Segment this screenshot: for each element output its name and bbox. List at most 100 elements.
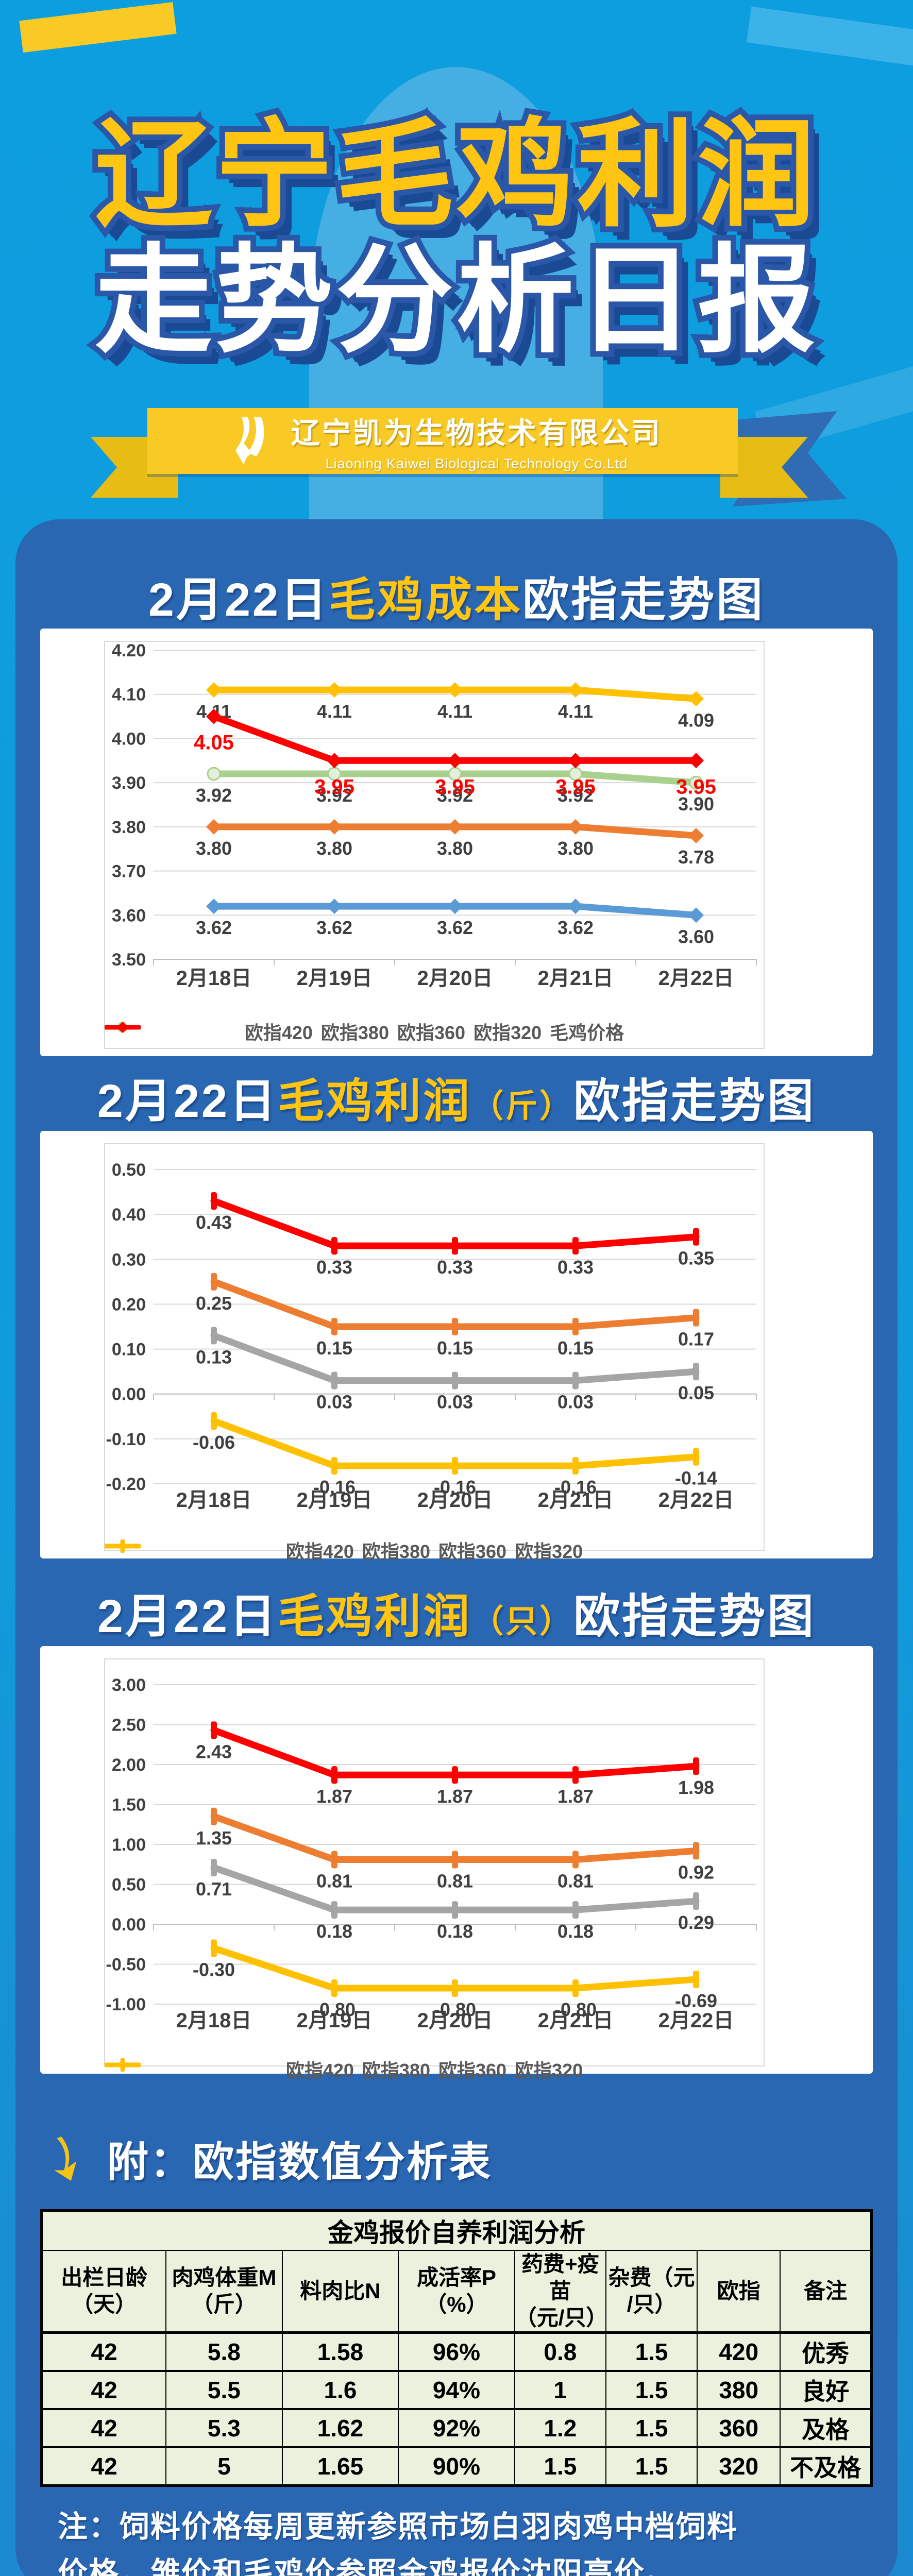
- svg-text:-0.50: -0.50: [106, 1955, 146, 1975]
- svg-text:3.90: 3.90: [112, 773, 146, 793]
- top-right-lightblue-stripe: [746, 6, 913, 67]
- svg-text:3.62: 3.62: [557, 917, 594, 938]
- legend-label: 欧指380: [320, 1022, 389, 1043]
- table-title: 金鸡报价自养利润分析: [41, 2210, 872, 2251]
- legend-item: 毛鸡价格: [105, 1018, 624, 1045]
- svg-text:-0.14: -0.14: [675, 1468, 717, 1489]
- svg-text:-0.69: -0.69: [675, 1990, 717, 2011]
- svg-text:2月18日: 2月18日: [176, 2009, 252, 2032]
- svg-text:2月18日: 2月18日: [176, 1489, 252, 1512]
- svg-text:-0.80: -0.80: [313, 1999, 356, 2020]
- svg-text:0.05: 0.05: [678, 1382, 714, 1403]
- table-cell: 90%: [398, 2447, 515, 2487]
- table-cell: 5: [165, 2447, 283, 2487]
- svg-text:0.35: 0.35: [678, 1248, 714, 1269]
- svg-text:0.33: 0.33: [557, 1257, 594, 1278]
- svg-text:0.50: 0.50: [112, 1875, 146, 1895]
- legend-label: 欧指380: [362, 1541, 430, 1562]
- poster-title-line2: 走势分析日报 走势分析日报: [89, 232, 821, 369]
- company-banner: 辽宁凯为生物技术有限公司 Liaoning Kaiwei Biological …: [147, 408, 738, 474]
- svg-text:1.98: 1.98: [678, 1777, 714, 1798]
- legend-item: 欧指380: [105, 1018, 389, 1045]
- svg-text:0.43: 0.43: [196, 1212, 232, 1233]
- svg-text:3.90: 3.90: [678, 793, 714, 815]
- legend-item: 欧指420: [105, 2056, 354, 2082]
- legend-label: 欧指420: [285, 2060, 354, 2081]
- table-header-cell: 出栏日龄 （天）: [41, 2250, 167, 2334]
- svg-text:3.60: 3.60: [112, 906, 146, 925]
- chart-title-part: 欧指走势图: [573, 1591, 816, 1642]
- svg-text:3.95: 3.95: [555, 775, 596, 798]
- company-name-en: Liaoning Kaiwei Biological Technology Co…: [325, 456, 628, 471]
- svg-text:0.33: 0.33: [437, 1257, 473, 1278]
- table-header-cell: 备注: [780, 2250, 872, 2334]
- chart-title-part: 毛鸡成本: [329, 574, 523, 626]
- svg-text:-0.80: -0.80: [434, 1999, 476, 2020]
- svg-text:0.13: 0.13: [196, 1346, 232, 1367]
- svg-text:-0.16: -0.16: [313, 1477, 356, 1498]
- svg-text:-1.00: -1.00: [106, 1995, 146, 2014]
- svg-text:4.11: 4.11: [437, 701, 472, 722]
- svg-text:0.33: 0.33: [316, 1257, 352, 1278]
- chart3-title: 2月22日毛鸡利润（只）欧指走势图: [0, 1590, 913, 1643]
- svg-text:0.17: 0.17: [678, 1329, 714, 1350]
- svg-text:3.92: 3.92: [316, 785, 352, 806]
- svg-text:4.11: 4.11: [558, 701, 593, 722]
- table-header-cell: 欧指: [697, 2250, 781, 2334]
- svg-text:0.15: 0.15: [316, 1337, 352, 1359]
- svg-text:2.43: 2.43: [196, 1741, 232, 1762]
- svg-text:4.05: 4.05: [194, 732, 234, 754]
- svg-text:3.80: 3.80: [437, 838, 473, 859]
- svg-text:1.87: 1.87: [437, 1786, 473, 1807]
- svg-text:0.10: 0.10: [112, 1340, 146, 1360]
- chart-title-part: 2月22日: [148, 574, 329, 626]
- svg-text:3.80: 3.80: [316, 838, 352, 859]
- table-cell: 1.2: [514, 2409, 606, 2448]
- svg-text:3.62: 3.62: [196, 917, 232, 938]
- legend-item: 欧指320: [105, 2056, 583, 2082]
- legend-label: 欧指360: [397, 1022, 466, 1043]
- legend-item: 欧指380: [105, 2056, 430, 2082]
- chart2-title: 2月22日毛鸡利润（斤）欧指走势图: [0, 1075, 913, 1128]
- svg-text:0.81: 0.81: [437, 1870, 473, 1891]
- svg-text:0.40: 0.40: [112, 1205, 146, 1225]
- chart1-card: 4.20 4.10 4.00 3.90 3.80 3.70 3.60 3.50 2月18日 2月1…: [40, 629, 873, 1056]
- table-cell: 96%: [398, 2332, 515, 2372]
- chart1-title: 2月22日毛鸡成本欧指走势图: [0, 573, 913, 627]
- svg-text:2月21日: 2月21日: [538, 1489, 614, 1512]
- table-cell: 1.5: [605, 2447, 698, 2487]
- legend-label: 欧指360: [438, 1541, 507, 1562]
- table-row: 42 5.8 1.58 96% 0.8 1.5 420 优秀: [41, 2332, 872, 2372]
- chart-legend: 欧指420 欧指380 欧指360 欧指320: [105, 2056, 764, 2082]
- svg-text:0.81: 0.81: [316, 1870, 352, 1891]
- svg-text:2月19日: 2月19日: [297, 967, 373, 990]
- chart2-card: 0.50 0.40 0.30 0.20 0.10 0.00 -0.10 -0.20 2月18日 2…: [40, 1131, 873, 1562]
- table-row: 42 5 1.65 90% 1.5 1.5 320 不及格: [41, 2447, 872, 2487]
- svg-text:3.62: 3.62: [437, 917, 473, 938]
- svg-text:0.00: 0.00: [112, 1385, 146, 1404]
- svg-text:1.00: 1.00: [112, 1835, 146, 1855]
- table-header-row: 出栏日龄 （天） 肉鸡体重M （斤） 料肉比N 成活率P （%） 药费+疫苗 （元/只） 杂费（元…: [41, 2250, 872, 2334]
- table-header-cell: 肉鸡体重M （斤）: [165, 2250, 283, 2334]
- svg-text:0.03: 0.03: [557, 1392, 594, 1413]
- svg-text:1.87: 1.87: [557, 1786, 594, 1807]
- svg-text:-0.06: -0.06: [193, 1432, 235, 1453]
- svg-text:0.03: 0.03: [316, 1392, 352, 1413]
- table-cell: 5.3: [165, 2409, 283, 2448]
- svg-text:0.81: 0.81: [557, 1870, 594, 1891]
- svg-text:3.92: 3.92: [557, 785, 594, 806]
- svg-text:3.92: 3.92: [196, 785, 232, 806]
- company-name-cn: 辽宁凯为生物技术有限公司: [291, 417, 662, 449]
- table-row: 42 5.5 1.6 94% 1 1.5 380 良好: [41, 2370, 872, 2410]
- svg-text:2.00: 2.00: [112, 1755, 146, 1775]
- company-logo-icon: [223, 416, 277, 466]
- chart3-card: 3.00 2.50 2.00 1.50 1.00 0.50 0.00 -0.50 -1.00 2月…: [40, 1646, 873, 2081]
- top-left-yellow-stripe: [19, 2, 177, 53]
- svg-text:3.80: 3.80: [112, 818, 146, 837]
- svg-text:2月18日: 2月18日: [176, 967, 252, 990]
- chart-legend: 欧指420 欧指380 欧指360 欧指320 毛鸡价格: [105, 1018, 764, 1045]
- svg-text:0.29: 0.29: [678, 1912, 714, 1933]
- table-cell: 1.6: [281, 2370, 399, 2410]
- svg-text:2月21日: 2月21日: [538, 2009, 614, 2032]
- profit-table: 金鸡报价自养利润分析 出栏日龄 （天） 肉鸡体重M （斤） 料肉比N 成活率P （%） 药费+疫…: [40, 2209, 873, 2487]
